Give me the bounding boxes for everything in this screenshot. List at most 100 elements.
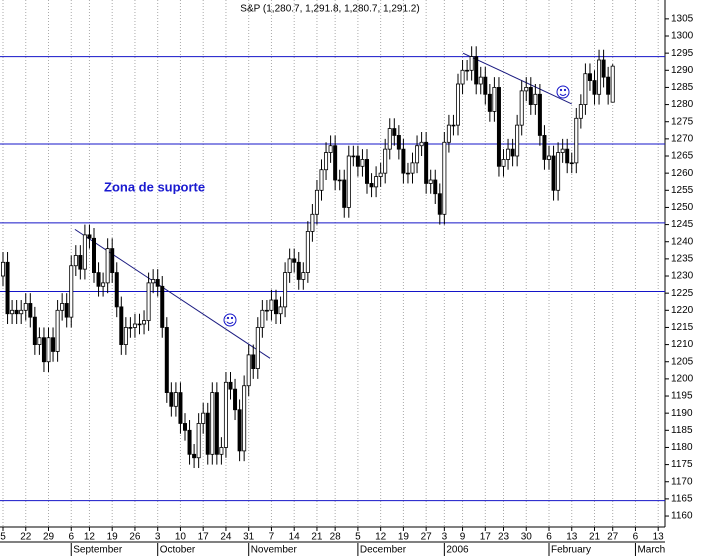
candle-body [369, 183, 374, 188]
candle-body [173, 392, 178, 407]
candle-body [337, 179, 342, 182]
candle-body [196, 423, 201, 459]
candle-body [333, 145, 338, 181]
candle-body [442, 141, 447, 215]
y-tick-label: 1210 [671, 339, 694, 350]
x-tick-label: 27 [421, 532, 433, 543]
candle-body [214, 392, 219, 455]
candle-body [401, 148, 406, 174]
candle-body [319, 169, 324, 191]
x-tick-label: 17 [480, 532, 492, 543]
candle-body [101, 282, 106, 287]
candle-body [151, 279, 156, 284]
y-tick-label: 1290 [671, 65, 694, 76]
candle-body [205, 412, 210, 455]
candle-body [119, 306, 124, 345]
y-tick-label: 1295 [671, 48, 694, 59]
candle-body [351, 155, 356, 158]
x-tick-label: 5 [355, 532, 361, 543]
candle-body [305, 231, 310, 273]
candle-body [187, 429, 192, 455]
x-tick-label: 7 [269, 532, 275, 543]
month-label: March [637, 545, 665, 556]
candle-body [223, 381, 228, 448]
candle-body [592, 80, 597, 95]
y-tick-label: 1235 [671, 254, 694, 265]
candle-body [137, 323, 142, 326]
candle-body [387, 128, 392, 150]
candle-body [164, 327, 169, 393]
candle-body [506, 148, 511, 160]
x-tick-label: 31 [243, 532, 255, 543]
candle-body [64, 303, 69, 318]
candle-body [396, 135, 401, 150]
month-label: October [160, 545, 196, 556]
candle-body [182, 423, 187, 431]
x-tick-label: 13 [566, 532, 578, 543]
candle-body [565, 148, 570, 164]
candle-body [287, 258, 292, 273]
candle-body [283, 272, 288, 308]
candle-body [78, 255, 83, 270]
candle-body [37, 337, 42, 345]
candle-body [142, 320, 147, 325]
candle-body [51, 337, 56, 352]
y-tick-label: 1220 [671, 305, 694, 316]
candle-body [219, 447, 224, 455]
candle-body [73, 255, 78, 267]
candle-body [69, 265, 74, 318]
x-tick-label: 17 [198, 532, 210, 543]
month-label: November [251, 545, 298, 556]
candle-body [519, 90, 524, 126]
candle-body [501, 159, 506, 167]
x-tick-label: 10 [175, 532, 187, 543]
month-label: 2006 [446, 545, 469, 556]
candle-body [587, 73, 592, 81]
y-tick-label: 1285 [671, 82, 694, 93]
candle-body [474, 56, 479, 85]
candle-body [583, 73, 588, 105]
candle-body [264, 309, 269, 312]
candle-body [547, 155, 552, 160]
y-tick-label: 1240 [671, 236, 694, 247]
candle-body [178, 392, 183, 424]
x-tick-label: 29 [43, 532, 55, 543]
candle-body [296, 261, 301, 280]
y-tick-label: 1205 [671, 356, 694, 367]
y-tick-label: 1305 [671, 13, 694, 24]
candle-body [378, 172, 383, 177]
candle-body [32, 316, 37, 345]
x-tick-label: 5 [0, 532, 6, 543]
y-tick-label: 1250 [671, 202, 694, 213]
candle-body [255, 327, 260, 369]
candle-body [451, 124, 456, 127]
x-tick-label: 26 [129, 532, 141, 543]
candle-body [542, 135, 547, 160]
y-tick-label: 1180 [671, 442, 693, 453]
candle-body [606, 76, 611, 95]
candle-body [469, 56, 474, 71]
y-tick-label: 1280 [671, 99, 694, 110]
candle-body [328, 145, 333, 153]
x-tick-label: 3 [442, 532, 448, 543]
candle-body [146, 282, 151, 321]
y-tick-label: 1195 [671, 391, 693, 402]
x-tick-label: 21 [589, 532, 601, 543]
candle-body [132, 323, 137, 328]
candle-body [524, 87, 529, 92]
x-tick-label: 6 [633, 532, 639, 543]
candle-body [96, 272, 101, 287]
trend-line [74, 228, 271, 359]
candle-body [105, 248, 110, 284]
candle-body [233, 388, 238, 411]
candle-body [251, 354, 256, 369]
y-tick-label: 1160 [671, 511, 693, 522]
x-tick-label: 9 [460, 532, 466, 543]
candle-body [201, 412, 206, 424]
candle-body [410, 162, 415, 174]
candle-body [301, 272, 306, 280]
y-tick-label: 1230 [671, 271, 694, 282]
x-tick-label: 3 [155, 532, 161, 543]
x-tick-label: 6 [68, 532, 74, 543]
